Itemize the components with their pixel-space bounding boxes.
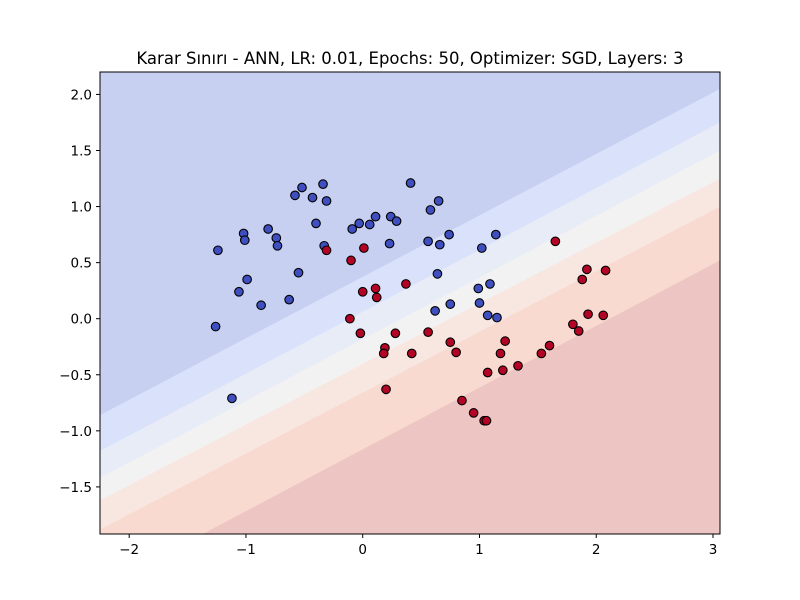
point-class-0 — [425, 205, 436, 215]
point-class-1 — [482, 367, 493, 378]
data-points — [210, 178, 611, 426]
point-class-1 — [536, 348, 547, 359]
point-class-0 — [370, 211, 381, 222]
point-class-0 — [391, 216, 402, 226]
point-class-0 — [284, 294, 295, 305]
point-class-1 — [497, 365, 508, 376]
point-class-0 — [430, 305, 440, 316]
point-class-1 — [568, 319, 578, 330]
point-class-0 — [210, 321, 221, 332]
point-class-1 — [381, 384, 391, 395]
point-class-1 — [513, 360, 523, 371]
point-class-0 — [290, 190, 300, 201]
point-class-0 — [263, 224, 273, 234]
point-class-1 — [355, 328, 366, 339]
point-class-0 — [347, 224, 358, 234]
point-class-1 — [401, 279, 411, 289]
point-class-0 — [213, 245, 223, 256]
point-class-0 — [354, 218, 365, 229]
point-class-1 — [550, 236, 561, 247]
point-class-0 — [297, 182, 307, 193]
point-class-0 — [434, 239, 445, 250]
y-tick-label: 2.0 — [71, 87, 92, 103]
point-class-0 — [490, 229, 501, 240]
x-tick-label: −1 — [236, 542, 256, 558]
point-class-1 — [573, 326, 584, 336]
band-level-6 — [202, 260, 720, 534]
x-tick-label: 2 — [592, 542, 601, 558]
point-class-1 — [577, 274, 588, 285]
point-class-1 — [370, 283, 381, 294]
point-class-0 — [321, 196, 332, 206]
point-class-1 — [423, 327, 433, 338]
point-class-0 — [476, 243, 487, 253]
point-class-1 — [390, 328, 401, 339]
point-class-1 — [357, 286, 368, 297]
point-class-1 — [544, 340, 555, 351]
point-class-0 — [271, 233, 282, 243]
point-class-0 — [318, 179, 328, 189]
point-class-0 — [485, 279, 495, 289]
point-class-0 — [256, 300, 266, 311]
y-tick-label: 0.5 — [71, 256, 92, 272]
point-class-0 — [432, 268, 443, 279]
point-class-0 — [364, 219, 375, 230]
point-class-0 — [433, 196, 444, 206]
point-class-1 — [500, 336, 511, 346]
point-class-1 — [378, 348, 389, 359]
point-class-0 — [492, 312, 502, 323]
point-class-0 — [384, 238, 395, 249]
y-axis: 2.0 1.5 1.0 0.5 0.0 −0.5 −1.0 −1.5 — [59, 87, 100, 496]
y-tick-label: 1.5 — [71, 143, 92, 159]
point-class-0 — [242, 274, 252, 285]
point-class-0 — [444, 229, 454, 240]
point-class-1 — [468, 408, 479, 418]
point-class-1 — [582, 264, 592, 275]
point-class-0 — [423, 236, 433, 247]
x-tick-label: −2 — [119, 542, 139, 558]
y-tick-label: −1.5 — [59, 480, 92, 496]
point-class-1 — [481, 415, 492, 426]
point-class-1 — [457, 395, 467, 406]
x-tick-label: 0 — [358, 542, 367, 558]
point-class-0 — [445, 299, 456, 309]
point-class-1 — [445, 337, 456, 348]
point-class-1 — [451, 347, 461, 358]
point-class-1 — [600, 265, 611, 276]
point-class-0 — [473, 283, 484, 294]
x-axis: −2 −1 0 1 2 3 — [119, 534, 717, 558]
point-class-0 — [311, 218, 321, 229]
point-class-0 — [272, 240, 283, 251]
point-class-1 — [345, 313, 355, 324]
point-class-1 — [346, 255, 356, 266]
y-tick-label: −1.0 — [59, 424, 92, 440]
plot-frame — [99, 71, 721, 535]
chart-title: Karar Sınırı - ANN, LR: 0.01, Epochs: 50… — [136, 49, 683, 68]
point-class-1 — [359, 243, 369, 253]
point-class-0 — [405, 178, 416, 188]
point-class-0 — [474, 298, 485, 308]
point-class-0 — [482, 310, 493, 321]
point-class-1 — [321, 245, 332, 256]
point-class-0 — [239, 235, 250, 246]
x-tick-label: 3 — [709, 542, 718, 558]
point-class-1 — [583, 309, 593, 320]
y-tick-label: −0.5 — [59, 368, 92, 384]
point-class-1 — [598, 310, 609, 321]
y-tick-label: 1.0 — [71, 200, 92, 216]
point-class-0 — [307, 192, 318, 203]
y-tick-label: 0.0 — [71, 312, 92, 328]
point-class-1 — [371, 292, 382, 303]
point-class-1 — [495, 348, 506, 359]
decision-region-bands — [100, 72, 720, 534]
x-tick-label: 1 — [475, 542, 484, 558]
point-class-0 — [227, 393, 237, 404]
point-class-0 — [234, 286, 244, 297]
point-class-0 — [293, 267, 304, 278]
point-class-1 — [406, 348, 417, 359]
